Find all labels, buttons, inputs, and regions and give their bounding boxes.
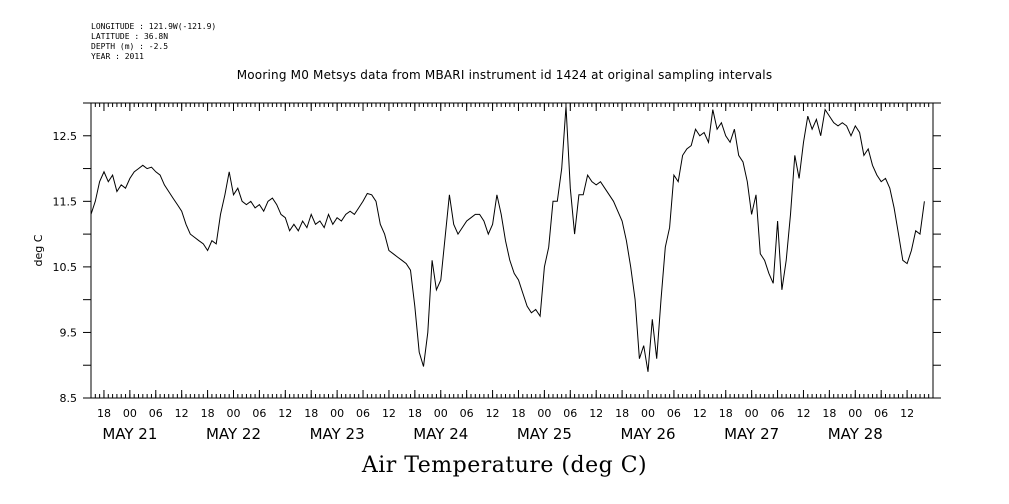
x-tick-label: 18 [97,407,111,420]
x-tick-label: 18 [201,407,215,420]
y-tick-label: 8.5 [60,392,78,405]
meta-longitude: LONGITUDE : 121.9W(-121.9) [91,22,217,31]
x-tick-label: 06 [252,407,266,420]
x-tick-label: 06 [874,407,888,420]
x-tick-label: 12 [382,407,396,420]
x-tick-label: 18 [511,407,525,420]
x-tick-label: 06 [563,407,577,420]
x-day-label: MAY 25 [517,425,572,443]
x-tick-label: 12 [796,407,810,420]
x-tick-label: 00 [537,407,551,420]
x-tick-label: 18 [822,407,836,420]
metadata-block: LONGITUDE : 121.9W(-121.9) LATITUDE : 36… [91,22,216,62]
x-tick-label: 00 [330,407,344,420]
x-tick-label: 12 [693,407,707,420]
x-day-label: MAY 26 [620,425,675,443]
x-tick-label: 12 [175,407,189,420]
x-axis-title: Air Temperature (deg C) [361,453,648,478]
series-line-0 [90,106,925,372]
meta-depth: DEPTH (m) : -2.5 [91,42,169,51]
x-tick-label: 00 [848,407,862,420]
chart-title: Mooring M0 Metsys data from MBARI instru… [236,68,773,82]
x-tick-label: 12 [900,407,914,420]
x-tick-label: 06 [460,407,474,420]
y-tick-label: 10.5 [53,261,78,274]
x-tick-label: 18 [615,407,629,420]
x-tick-label: 00 [226,407,240,420]
x-tick-label: 06 [356,407,370,420]
x-day-label: MAY 22 [206,425,261,443]
x-day-label: MAY 24 [413,425,468,443]
x-tick-label: 06 [667,407,681,420]
plot-frame [90,102,934,399]
x-tick-label: 06 [149,407,163,420]
x-tick-label: 00 [434,407,448,420]
x-tick-label: 12 [278,407,292,420]
x-tick-label: 00 [745,407,759,420]
x-tick-label: 18 [408,407,422,420]
x-tick-label: 18 [304,407,318,420]
x-tick-label: 00 [641,407,655,420]
meta-year: YEAR : 2011 [91,52,144,61]
x-tick-label: 06 [771,407,785,420]
x-day-label: MAY 23 [310,425,365,443]
x-tick-label: 12 [486,407,500,420]
y-tick-label: 9.5 [60,326,78,339]
y-tick-label: 11.5 [53,195,78,208]
y-tick-label: 12.5 [53,130,78,143]
meta-latitude: LATITUDE : 36.8N [91,32,169,41]
x-tick-label: 18 [719,407,733,420]
x-day-label: MAY 21 [102,425,157,443]
x-day-label: MAY 27 [724,425,779,443]
x-tick-label: 00 [123,407,137,420]
x-day-label: MAY 28 [828,425,883,443]
y-axis-title: deg C [32,234,45,266]
x-tick-label: 12 [589,407,603,420]
